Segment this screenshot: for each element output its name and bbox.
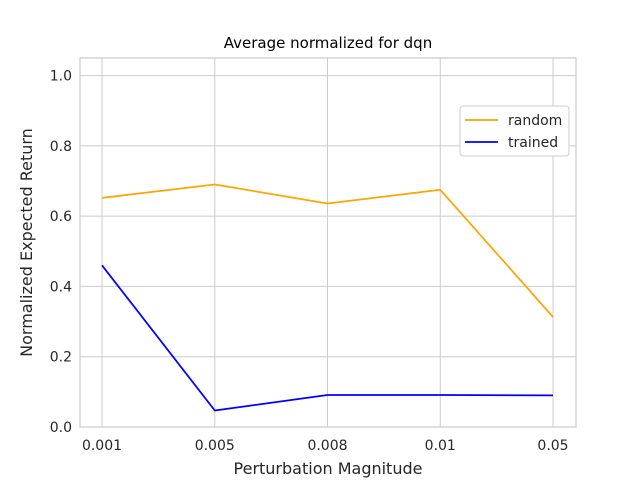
legend: random trained [459, 105, 570, 157]
x-tick-label: 0.01 [425, 438, 456, 454]
y-tick-label: 1.0 [50, 69, 72, 85]
y-axis-label: Normalized Expected Return [17, 128, 36, 357]
x-tick-label: 0.001 [82, 438, 122, 454]
x-tick-label: 0.008 [307, 438, 347, 454]
y-tick-label: 0.8 [50, 139, 72, 155]
y-tick-label: 0.0 [50, 420, 72, 436]
y-tick-label: 0.2 [50, 350, 72, 366]
series-line-random [101, 183, 554, 318]
y-tick-label: 0.6 [50, 209, 72, 225]
x-tick-label: 0.005 [195, 438, 235, 454]
legend-label-trained: trained [508, 135, 558, 151]
chart-title: Average normalized for dqn [224, 34, 432, 52]
series-lines [101, 183, 554, 412]
x-tick-label: 0.05 [537, 438, 568, 454]
x-tick-labels: 0.001 0.005 0.008 0.01 0.05 [82, 438, 569, 454]
legend-box [459, 105, 570, 157]
y-tick-labels: 0.0 0.2 0.4 0.6 0.8 1.0 [50, 69, 72, 436]
y-tick-label: 0.4 [50, 279, 72, 295]
plot-frame [79, 57, 577, 428]
x-axis-label: Perturbation Magnitude [234, 459, 423, 478]
series-line-trained [101, 264, 554, 412]
legend-label-random: random [508, 113, 562, 129]
